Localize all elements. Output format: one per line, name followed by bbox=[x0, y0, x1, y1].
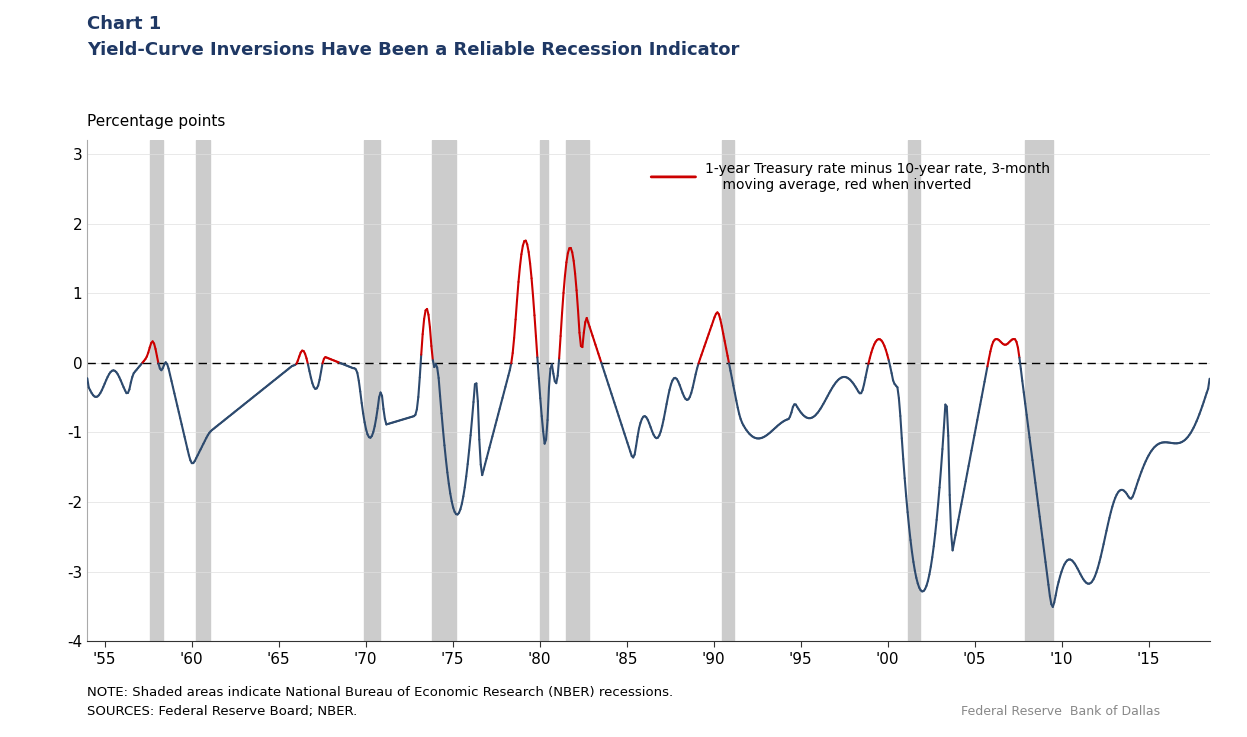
Text: SOURCES: Federal Reserve Board; NBER.: SOURCES: Federal Reserve Board; NBER. bbox=[87, 705, 358, 718]
Bar bbox=[364, 140, 380, 641]
Bar bbox=[150, 140, 162, 641]
Text: NOTE: Shaded areas indicate National Bureau of Economic Research (NBER) recessio: NOTE: Shaded areas indicate National Bur… bbox=[87, 686, 673, 699]
Text: Chart 1: Chart 1 bbox=[87, 15, 162, 33]
Text: Federal Reserve  Bank of Dallas: Federal Reserve Bank of Dallas bbox=[960, 705, 1160, 718]
Bar bbox=[196, 140, 211, 641]
Bar bbox=[566, 140, 589, 641]
Text: Percentage points: Percentage points bbox=[87, 114, 226, 129]
Bar bbox=[908, 140, 919, 641]
Text: Yield-Curve Inversions Have Been a Reliable Recession Indicator: Yield-Curve Inversions Have Been a Relia… bbox=[87, 41, 739, 59]
Bar bbox=[540, 140, 549, 641]
Bar bbox=[1025, 140, 1052, 641]
Bar bbox=[722, 140, 734, 641]
Bar bbox=[433, 140, 455, 641]
Text: 1-year Treasury rate minus 10-year rate, 3-month
    moving average, red when in: 1-year Treasury rate minus 10-year rate,… bbox=[705, 162, 1050, 192]
